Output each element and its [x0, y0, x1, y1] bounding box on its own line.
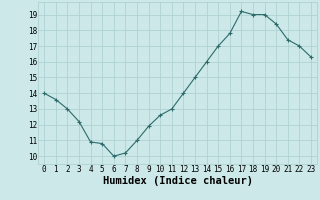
X-axis label: Humidex (Indice chaleur): Humidex (Indice chaleur) — [103, 176, 252, 186]
